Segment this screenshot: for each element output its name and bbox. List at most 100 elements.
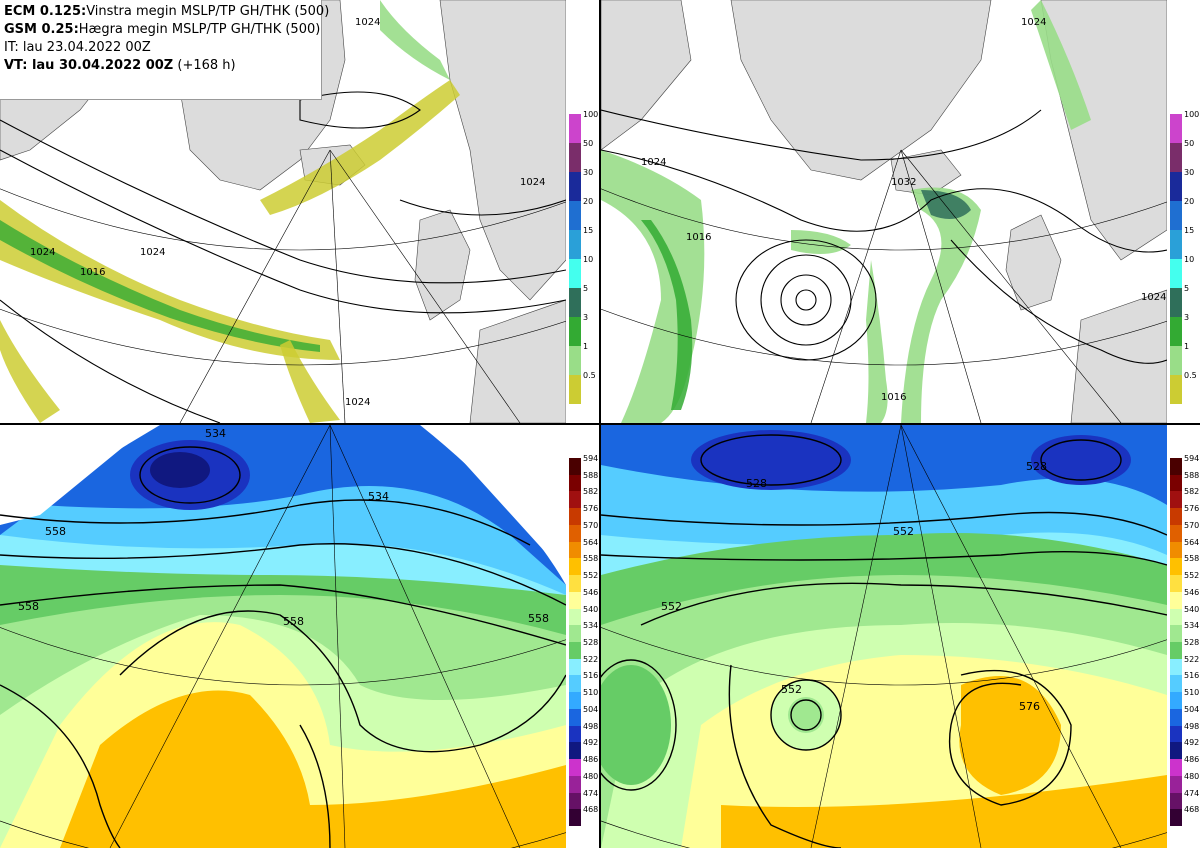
gh-contours xyxy=(0,446,566,848)
isobar-label: 1024 xyxy=(355,17,380,28)
gsm-mslp-svg: 1024 1016 1024 1032 1024 1016 xyxy=(601,0,1167,423)
scale-label: 30 xyxy=(583,168,594,177)
scale-label: 468 xyxy=(583,805,599,815)
scale-swatch xyxy=(1170,524,1182,542)
scale-label: 20 xyxy=(1184,197,1195,206)
scale-swatch xyxy=(569,608,581,626)
isobar-labels: 1024 1024 1024 1016 1024 1024 xyxy=(30,17,545,408)
precip-band-3-core xyxy=(921,190,971,219)
scale-label: 492 xyxy=(583,738,599,748)
isobar-label: 1024 xyxy=(520,177,545,188)
scale-swatch xyxy=(1170,114,1182,143)
scale-swatch xyxy=(569,508,581,525)
scale-label: 1 xyxy=(583,342,589,351)
precip-band-5 xyxy=(0,320,60,423)
scale-swatch xyxy=(569,230,581,259)
scale-label: 468 xyxy=(1184,805,1200,815)
scale-swatch xyxy=(569,541,581,559)
left-model-label: ECM 0.125: xyxy=(4,4,87,19)
gsm-thickness-map: 528 528 552 552 552 576 xyxy=(601,425,1167,848)
graticule xyxy=(601,425,1167,848)
scale-label: 576 xyxy=(1184,504,1200,514)
scale-swatch xyxy=(1170,474,1182,492)
scale-label: 594 xyxy=(583,454,599,463)
scale-swatch xyxy=(569,642,581,659)
precip-band-2 xyxy=(260,80,460,215)
scale-label: 10 xyxy=(583,255,594,264)
scale-label: 546 xyxy=(1184,587,1200,597)
scale-swatch xyxy=(1170,346,1182,375)
scale-label: 20 xyxy=(583,197,594,206)
thickness-scale-right: 594 588 582 576 570 564 558 552 546 540 534 528 522 5… xyxy=(1170,455,1200,826)
isobar-label: 1024 xyxy=(1021,17,1046,28)
scale-swatch xyxy=(569,458,581,475)
precip-band-4 xyxy=(1031,0,1091,130)
scale-label: 504 xyxy=(1184,704,1200,714)
scale-swatch xyxy=(1170,172,1182,201)
gh-labels: 534 534 558 558 558 558 xyxy=(18,427,549,628)
canada-land xyxy=(601,0,692,151)
scale-label: 570 xyxy=(1184,520,1200,530)
scale-label: 546 xyxy=(583,587,599,597)
europe-land xyxy=(1070,289,1167,423)
scale-label: 5 xyxy=(583,284,589,293)
scale-swatch xyxy=(1170,317,1182,346)
scale-swatch xyxy=(569,375,581,404)
scale-label: 50 xyxy=(1184,139,1195,148)
graticule xyxy=(601,149,1167,423)
scale-swatch xyxy=(1170,642,1182,659)
scale-label: 522 xyxy=(1184,654,1200,664)
ecm-thickness-map: 534 534 558 558 558 558 xyxy=(0,425,566,848)
scale-label: 552 xyxy=(583,571,599,581)
scale-label: 540 xyxy=(1184,604,1200,614)
isobar-label: 1016 xyxy=(80,267,105,278)
scale-label: 552 xyxy=(1184,571,1200,581)
gh-label: 558 xyxy=(528,612,549,625)
precip-band-1-core xyxy=(641,220,693,410)
british-isles-land xyxy=(1005,214,1062,311)
scale-swatch xyxy=(569,792,581,810)
left-model-line: ECM 0.125:Vinstra megin MSLP/TP GH/THK (… xyxy=(4,3,329,21)
scale-swatch xyxy=(1170,288,1182,317)
scale-swatch xyxy=(1170,591,1182,609)
scale-label: 50 xyxy=(583,139,594,148)
scale-label: 534 xyxy=(1184,621,1200,631)
scale-swatch xyxy=(569,114,581,143)
scale-swatch xyxy=(569,288,581,317)
scale-swatch xyxy=(569,625,581,642)
scale-label: 474 xyxy=(1184,788,1200,798)
scale-swatch xyxy=(569,675,581,693)
precip-scale-right: 100 50 30 20 15 10 5 3 1 0.5 xyxy=(1170,111,1200,404)
thickness-scale-left: 594 588 582 576 570 564 558 552 546 540 534 528 522 5… xyxy=(569,454,599,826)
isobar-labels: 1024 1016 1024 1032 1024 1016 xyxy=(641,17,1166,403)
scale-label: 480 xyxy=(583,771,599,781)
iceland-land xyxy=(890,149,962,196)
scale-label: 588 xyxy=(583,470,599,480)
scale-swatch xyxy=(569,172,581,201)
isobars xyxy=(601,109,1167,364)
scale-label: 1 xyxy=(1184,342,1190,351)
scale-label: 100 xyxy=(583,110,599,119)
scale-label: 486 xyxy=(1184,755,1200,765)
scale-swatch xyxy=(1170,708,1182,726)
right-model-label: GSM 0.25: xyxy=(4,22,79,37)
scale-swatch xyxy=(1170,458,1182,475)
gh-contours xyxy=(601,434,1167,848)
europe-land xyxy=(469,299,566,423)
scale-label: 5 xyxy=(1184,284,1190,293)
scale-swatch xyxy=(1170,742,1182,760)
gh-label: 534 xyxy=(205,427,226,440)
scale-swatch xyxy=(1170,759,1182,776)
gsm-mslp-precip-map: 1024 1016 1024 1032 1024 1016 xyxy=(601,0,1167,423)
scale-swatch xyxy=(1170,575,1182,592)
scale-swatch xyxy=(1170,201,1182,230)
gh-label: 552 xyxy=(893,525,914,538)
precip-band-2 xyxy=(866,260,888,423)
scale-label: 498 xyxy=(1184,721,1200,731)
scale-label: 510 xyxy=(1184,688,1200,698)
right-model-line: GSM 0.25:Hægra megin MSLP/TP GH/THK (500… xyxy=(4,21,321,39)
valid-time: VT: lau 30.04.2022 00Z xyxy=(4,58,174,73)
graticule xyxy=(0,425,566,848)
scale-swatch xyxy=(1170,375,1182,404)
scandinavia-land xyxy=(439,0,566,301)
